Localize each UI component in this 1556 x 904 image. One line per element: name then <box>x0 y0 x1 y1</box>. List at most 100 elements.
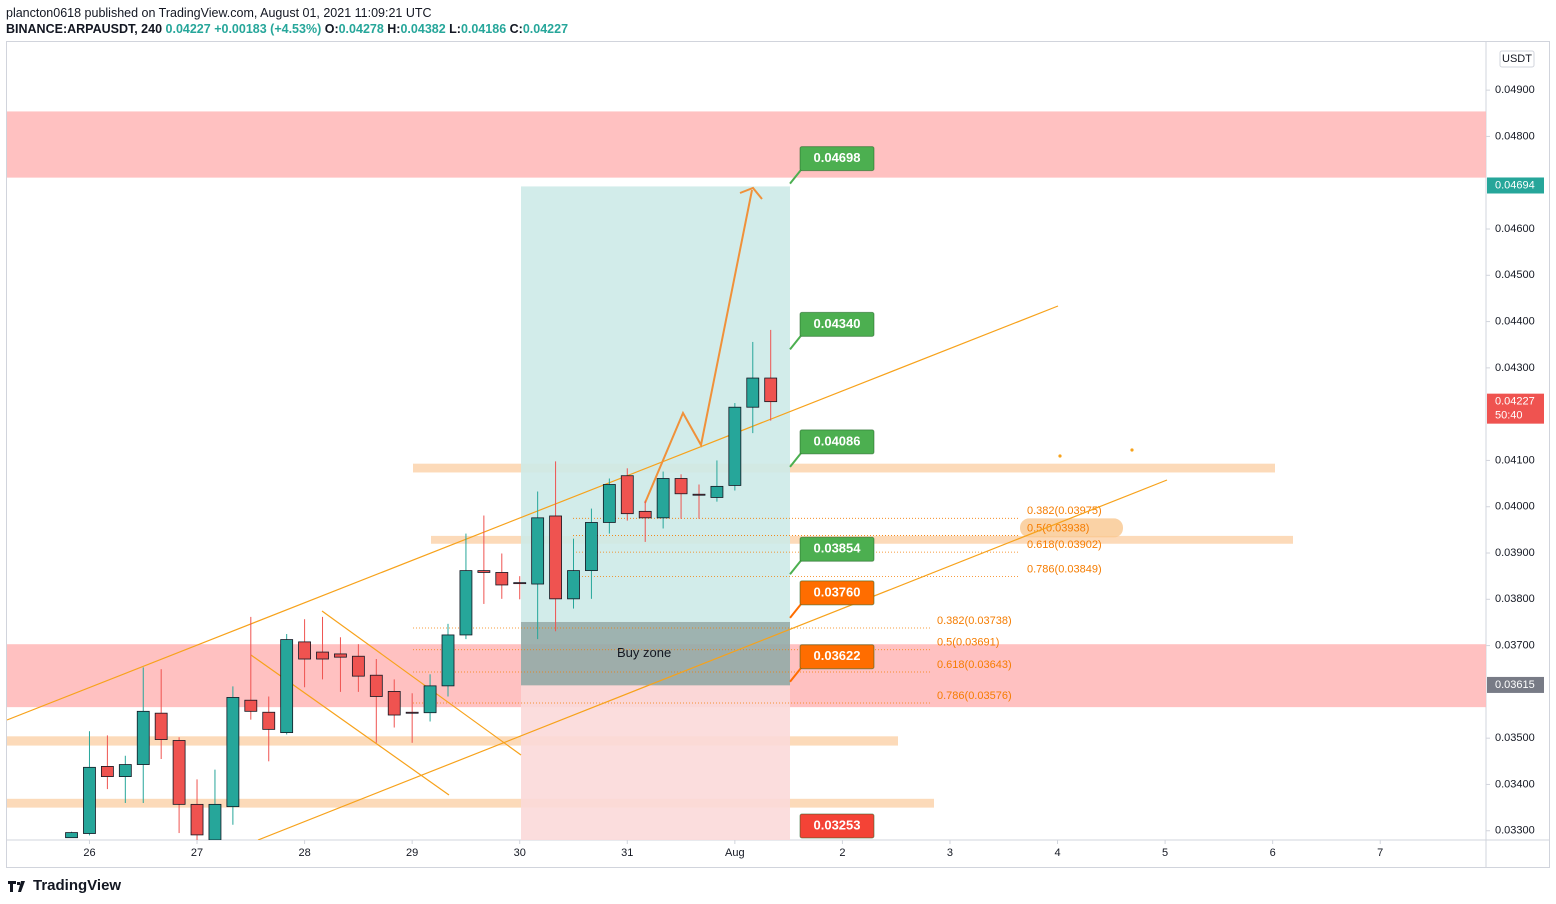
candle-body <box>495 572 509 586</box>
o-label: O: <box>324 22 339 36</box>
target-label: 0.04086 <box>814 433 861 448</box>
target-pointer <box>789 666 803 683</box>
x-tick-label: 31 <box>621 847 633 859</box>
axes: 0.03300 0.03400 0.03500 0.03700 0.03800 0.039… <box>83 50 1544 859</box>
x-tick-label: 2 <box>839 847 845 859</box>
fib-label: 0.786(0.03849) <box>1027 564 1102 576</box>
price-badge <box>1487 177 1544 194</box>
candle-body <box>602 484 616 523</box>
dot <box>1130 448 1134 452</box>
fib-label: 0.786(0.03576) <box>937 690 1012 702</box>
fib-label: 0.618(0.03643) <box>937 659 1012 671</box>
zone <box>7 111 1486 178</box>
ohlc-line: BINANCE:ARPAUSDT, 240 0.04227 +0.00183 (… <box>6 21 568 37</box>
price-badge-label: 0.04694 <box>1495 179 1535 191</box>
y-tick-label: 0.04100 <box>1495 454 1535 466</box>
h-label: H: <box>387 22 401 36</box>
candles <box>65 329 778 840</box>
candle-body <box>65 832 78 839</box>
candle-body <box>620 475 634 515</box>
fib-label: 0.618(0.03902) <box>1027 539 1102 551</box>
candle-body <box>262 711 276 730</box>
candle-body <box>154 712 168 740</box>
y-tick-label: 0.03700 <box>1495 639 1535 651</box>
candle-body <box>567 570 580 600</box>
fib-label: 0.5(0.03938) <box>1027 522 1089 534</box>
x-tick-label: 26 <box>83 847 95 859</box>
trend-line <box>321 610 522 756</box>
candle-body <box>656 478 670 519</box>
candle-body <box>316 651 329 660</box>
x-tick-label: 28 <box>298 847 310 859</box>
x-tick-label: 6 <box>1270 847 1276 859</box>
candle-body <box>728 406 742 486</box>
brand: TradingView <box>33 877 121 894</box>
target-label: 0.03854 <box>814 541 862 556</box>
c-label: C: <box>509 22 523 36</box>
target-box <box>799 536 875 562</box>
x-tick-label: 29 <box>406 847 418 859</box>
zone <box>521 685 790 840</box>
trend-line <box>257 479 1168 840</box>
candle-body <box>531 517 545 585</box>
y-tick-label: 0.04300 <box>1495 362 1535 374</box>
arrow-head <box>739 186 763 200</box>
fib-label: 0.382(0.03738) <box>937 615 1012 627</box>
target-box <box>799 644 875 670</box>
candle-body <box>298 641 311 660</box>
candle-body <box>334 653 347 658</box>
y-tick-label: 0.04800 <box>1495 130 1535 142</box>
target-pointer <box>789 168 803 185</box>
y-tick-label: 0.04600 <box>1495 223 1535 235</box>
target-pointer <box>789 602 803 619</box>
candle-body <box>244 699 258 712</box>
price-badge <box>1487 676 1544 693</box>
candle-body <box>369 674 383 697</box>
zones: Buy zone <box>7 111 1486 840</box>
candle-body <box>674 478 688 495</box>
candle-body <box>136 710 150 765</box>
target-label: 0.04340 <box>814 316 861 331</box>
candle-body <box>746 377 760 408</box>
candle-body <box>226 697 240 808</box>
fib-highlight <box>1020 518 1123 538</box>
candle-body <box>710 485 724 498</box>
fibs: 0.382(0.03975) 0.5(0.03938) 0.618(0.03902)… <box>413 505 1123 704</box>
target-box <box>799 146 875 172</box>
target-pointer <box>789 333 803 350</box>
target-label: 0.03622 <box>814 648 861 663</box>
target-pointer <box>789 451 803 468</box>
target-box <box>799 429 875 455</box>
zone <box>7 736 898 746</box>
zone <box>521 186 790 622</box>
y-tick-label: 0.04500 <box>1495 269 1535 281</box>
zone <box>521 621 790 686</box>
x-tick-label: 5 <box>1162 847 1168 859</box>
target-label: 0.04698 <box>814 150 861 165</box>
fib-label: 0.5(0.03691) <box>937 637 999 649</box>
y-tick-label: 0.03500 <box>1495 732 1535 744</box>
projection-arrow <box>644 189 753 504</box>
candle-body <box>477 570 491 573</box>
target-box <box>799 813 875 839</box>
candle-body <box>549 515 562 600</box>
candle-body <box>585 522 598 572</box>
y-tick-label: 0.04400 <box>1495 315 1535 327</box>
target-box <box>799 311 875 337</box>
buy-zone-label: Buy zone <box>617 645 671 660</box>
c-value: 0.04227 <box>522 22 569 36</box>
drawings <box>7 186 1168 840</box>
candle-body <box>172 740 186 805</box>
logo <box>8 881 25 892</box>
trend-line <box>7 305 1059 721</box>
x-tick-label: Aug <box>725 847 745 859</box>
last-price-badge <box>1487 393 1544 424</box>
y-tick-label: 0.03900 <box>1495 547 1535 559</box>
candle-body <box>280 639 294 734</box>
candle-body <box>190 803 204 836</box>
candle-body <box>692 493 706 496</box>
header: plancton0618 published on TradingView.co… <box>6 5 568 37</box>
dot <box>1058 454 1062 458</box>
y-tick-label: 0.04000 <box>1495 501 1535 513</box>
